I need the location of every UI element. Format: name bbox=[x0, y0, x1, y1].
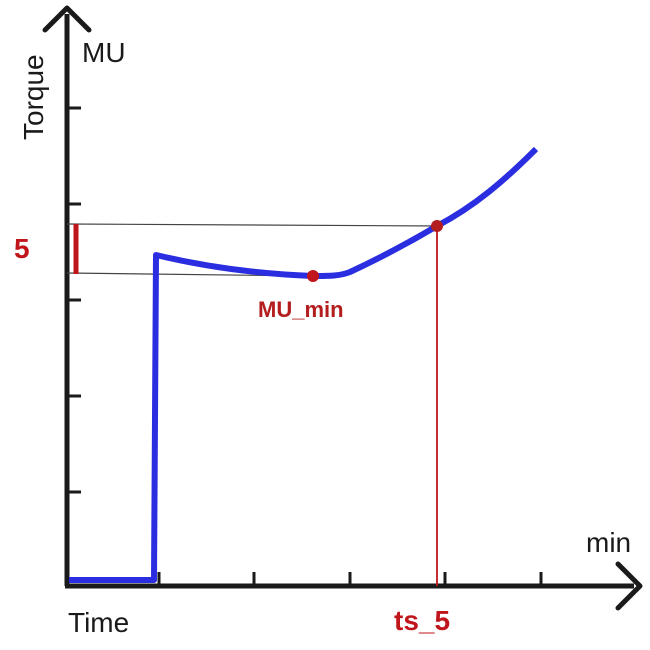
y-unit-label: MU bbox=[82, 37, 126, 68]
axes bbox=[42, 5, 643, 611]
torque-curve bbox=[69, 146, 539, 583]
mu-min-point bbox=[307, 270, 319, 282]
delta-label: 5 bbox=[14, 233, 30, 264]
scorch-time-label: ts_5 bbox=[394, 605, 450, 636]
ts5-point bbox=[431, 220, 443, 232]
x-axis-arrowhead bbox=[615, 561, 643, 611]
x-axis-label: Time bbox=[68, 607, 129, 638]
guide-lines bbox=[66, 223, 439, 277]
x-unit-label: min bbox=[586, 527, 631, 558]
upper-guide-line bbox=[66, 223, 439, 227]
y-axis-arrowhead bbox=[42, 5, 92, 33]
y-axis-label: Torque bbox=[18, 54, 49, 140]
mu-min-label: MU_min bbox=[258, 297, 344, 322]
